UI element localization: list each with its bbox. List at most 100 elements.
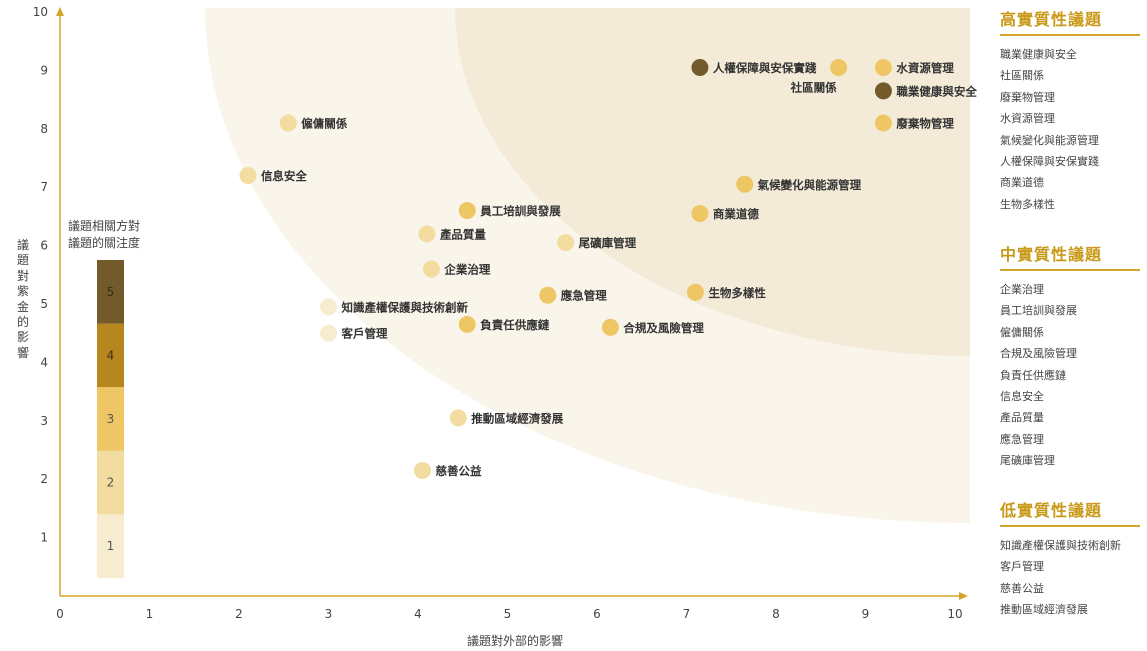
x-axis-label: 議題對外部的影響 [466,634,563,648]
y-tick-label: 6 [40,239,48,253]
data-point [320,324,337,342]
data-point [320,298,337,316]
sidebar-list-item: 水資源管理 [1000,112,1055,126]
scale-level-label: 4 [107,348,115,362]
data-point [601,318,619,336]
inner-materiality-band [455,8,970,356]
data-point-label: 合規及風險管理 [623,321,704,335]
sidebar-list-item: 企業治理 [1000,283,1044,296]
attention-scale-title: 議題相關方對 議題的關注度 [68,218,140,252]
data-point-label: 慈善公益 [435,464,481,478]
sidebar-list-item: 應急管理 [1000,432,1044,446]
scale-level-5 [97,260,124,324]
sidebar-list-item: 社區關係 [1000,69,1044,83]
y-tick-label: 5 [40,297,48,311]
y-tick-label: 3 [40,414,48,428]
data-point [422,260,440,278]
x-tick-label: 7 [683,607,691,621]
scale-level-2 [97,450,124,515]
data-point-label: 僱傭關係 [301,116,347,130]
scale-title-line-2: 議題的關注度 [68,236,141,250]
sidebar-list-item: 商業道德 [1000,176,1044,190]
high-materiality-group: 高實質性議題 職業健康與安全 社區關係 廢棄物管理 水資源管理 氣候變化與能源管理 人權保… [1000,6,1140,215]
data-point [874,82,892,100]
high-materiality-title: 高實質性議題 [1000,6,1140,36]
scale-level-label: 1 [107,539,115,553]
data-point [449,409,467,427]
x-tick-label: 8 [772,607,780,621]
sidebar-list-item: 慈善公益 [1000,581,1044,595]
x-tick-label: 1 [146,607,154,621]
y-tick-label: 1 [40,531,48,545]
scale-level-3 [97,387,124,451]
sidebar-list-item: 負責任供應鏈 [1000,368,1066,382]
sidebar-list-item: 人權保障與安保實踐 [1000,154,1099,168]
x-tick-label: 10 [947,607,962,621]
materiality-bands [205,8,970,523]
sidebar-list-item: 尾礦庫管理 [1000,454,1055,468]
sidebar-list-item: 客戶管理 [1000,560,1044,574]
data-point [458,202,476,220]
sidebar-list-item: 推動區域經濟發展 [1000,603,1088,617]
y-tick-label: 2 [40,472,48,486]
data-point-label: 商業道德 [713,207,759,221]
sidebar-list-item: 產品質量 [1000,411,1044,425]
scale-level-label: 5 [107,285,115,299]
data-point [413,461,431,479]
chart-axes: 0 1 2 3 4 5 6 7 8 9 10 1 2 3 4 5 6 7 8 9 10 [33,5,968,621]
data-point [686,283,704,301]
sidebar-list-item: 職業健康與安全 [1000,48,1077,61]
data-point-label: 企業治理 [443,262,490,276]
scale-level-4 [97,323,124,388]
y-tick-label: 7 [40,180,48,194]
sidebar-list-item: 信息安全 [1000,389,1044,403]
data-point [458,315,476,333]
data-point-label: 廢棄物管理 [896,116,954,130]
y-tick-label: 9 [40,63,48,77]
data-point [874,58,892,76]
x-tick-label: 9 [862,607,870,621]
x-tick-label: 0 [56,607,64,621]
data-point-label: 負責任供應鏈 [480,318,549,332]
data-point [279,114,297,132]
data-point-label: 職業健康與安全 [896,84,977,98]
x-tick-label: 4 [414,607,422,621]
sidebar-list-item: 合規及風險管理 [1000,347,1077,361]
data-point-label: 人權保障與安保實踐 [713,61,817,75]
scale-level-1 [97,514,124,578]
data-point-label: 員工培訓與發展 [479,204,561,218]
scale-title-line-1: 議題相關方對 [68,219,141,233]
sidebar-list-item: 知識產權保護與技術創新 [1000,539,1121,552]
data-point [691,58,709,76]
data-point-label: 知識產權保護與技術創新 [341,300,469,314]
data-point [539,286,557,304]
low-materiality-group: 低實質性議題 知識產權保護與技術創新 客戶管理慈善公益推動區域經濟發展 [1000,497,1140,621]
medium-materiality-group: 中實質性議題 企業治理 員工培訓與發展 僱傭關係 合規及風險管理 負責任供應鏈 信息安全產… [1000,241,1140,472]
data-point-label: 社區關係 [790,80,837,94]
data-point-label: 應急管理 [561,289,607,303]
data-point-label: 尾礦庫管理 [578,236,637,250]
low-materiality-title: 低實質性議題 [1000,497,1140,527]
y-tick-label: 8 [40,122,48,136]
sidebar-list-item: 員工培訓與發展 [1000,304,1077,318]
y-axis-arrow [56,7,64,16]
sidebar-list-item: 生物多樣性 [1000,197,1055,211]
sidebar-list-item: 廢棄物管理 [1000,90,1055,104]
data-point-label: 客戶管理 [341,327,388,341]
y-tick-label: 10 [33,5,48,19]
data-point-label: 水資源管理 [896,61,954,75]
x-tick-label: 2 [235,607,243,621]
data-point-label: 氣候變化與能源管理 [758,178,862,192]
x-tick-label: 5 [504,607,512,621]
data-point [736,175,754,193]
data-point-label: 產品質量 [439,227,486,241]
data-point-label: 信息安全 [261,169,307,183]
x-tick-label: 6 [593,607,601,621]
y-axis-label: 議題對紫金的影響 [16,238,29,360]
data-point-label: 推動區域經濟發展 [471,411,563,425]
sidebar-list-item: 僱傭關係 [1000,325,1044,339]
attention-scale-bar: 1 2 3 4 5 [97,260,124,578]
data-point [557,234,575,252]
